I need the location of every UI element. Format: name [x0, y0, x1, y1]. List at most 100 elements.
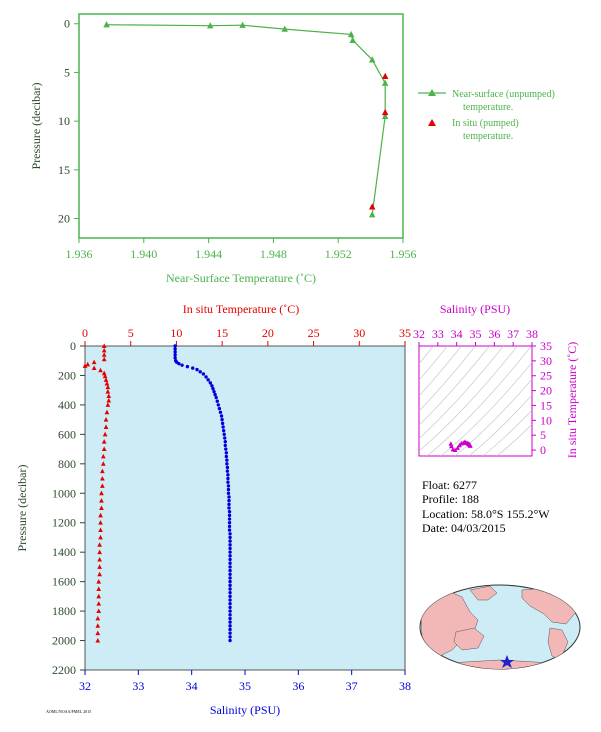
pressure-tick-label: 1400 [52, 545, 76, 559]
salinity-tick-label: 32 [79, 679, 91, 693]
ts-data [448, 439, 473, 453]
temperature-profile-point [82, 363, 88, 368]
salinity-profile-point [228, 594, 232, 599]
near-surface-y-tick-label: 0 [64, 17, 70, 31]
ts-temperature-axis-label: In situ Temperature (˚C) [565, 342, 579, 459]
salinity-profile-point [227, 528, 232, 532]
near-surface-axes: 1.936 1.940 1.944 1.948 1.952 1.956 0 5 10 15 20 [58, 17, 417, 261]
ts-salinity-tick-label: 32 [413, 327, 425, 341]
temperature-profile-point [99, 505, 104, 510]
temperature-profile-point [102, 431, 108, 437]
temperature-profile-point [105, 384, 111, 390]
near-surface-y-tick-label: 15 [58, 163, 70, 177]
salinity-profile-point [177, 361, 181, 366]
near-surface-x-axis-label: Near-Surface Temperature (˚C) [166, 271, 316, 285]
salinity-profile-point [220, 421, 225, 426]
salinity-profile-point [210, 384, 214, 388]
salinity-profile-point [228, 635, 232, 639]
ts-point [452, 447, 458, 453]
temperature-tick-label: 20 [262, 326, 274, 340]
unpumped-temperature-point [206, 22, 214, 29]
unpumped-temperature-point [239, 21, 246, 28]
pressure-tick-label: 2200 [52, 663, 76, 677]
salinity-profile-point [228, 557, 232, 562]
salinity-profile-point [198, 370, 202, 374]
float-info: Float: 6277 Profile: 188 Location: 58.0°… [422, 478, 550, 535]
isopycnal-line [419, 346, 490, 426]
near-surface-plot-frame [78, 13, 404, 239]
temperature-tick-label: 5 [128, 326, 134, 340]
salinity-profile-point [228, 609, 232, 613]
salinity-profile-point [226, 491, 231, 495]
salinity-profile-point [226, 476, 230, 481]
unpumped-temperature-point [103, 21, 110, 28]
legend-label-unpumped: Near-surface (unpumped) temperature. [452, 89, 557, 113]
salinity-profile-point [221, 425, 225, 429]
temperature-profile-point [96, 579, 102, 584]
unpumped-temperature-point [381, 112, 389, 119]
salinity-profile-point [226, 487, 231, 492]
salinity-profile-point [191, 366, 195, 370]
near-surface-temperature-panel: 1.936 1.940 1.944 1.948 1.952 1.956 0 5 10 15 20 N… [29, 13, 557, 285]
salinity-profile-point [220, 417, 224, 422]
profile-salinity-axis-label: Salinity (PSU) [210, 703, 280, 717]
salinity-profile-point [228, 638, 232, 643]
isopycnal-line [419, 346, 476, 412]
temperature-profile-point [96, 593, 102, 599]
unpumped-temperature-point [281, 25, 288, 32]
salinity-profile-point [224, 451, 229, 455]
salinity-profile-point [227, 517, 232, 521]
salinity-profile-point [214, 395, 218, 400]
pressure-tick-label: 0 [70, 339, 76, 353]
ts-salinity-tick-label: 36 [488, 327, 500, 341]
salinity-profile-point [227, 509, 232, 514]
ts-salinity-tick-label: 33 [432, 327, 444, 341]
ts-temperature-tick-label: 10 [540, 413, 552, 427]
salinity-profile-point [228, 590, 232, 595]
salinity-profile-point [173, 353, 177, 357]
temperature-profile-point [105, 402, 111, 407]
profile-axes: 0 5 10 15 20 25 30 35 32 33 34 35 36 37 38 0 200 400 600 80… [52, 326, 411, 693]
isopycnal-line [426, 346, 532, 456]
salinity-profile-point [228, 535, 232, 540]
salinity-profile-point [228, 616, 232, 621]
salinity-profile-point [228, 624, 232, 628]
salinity-profile-point [221, 428, 226, 433]
temperature-profile-point [95, 630, 101, 636]
salinity-profile-point [228, 543, 232, 547]
pressure-tick-label: 1800 [52, 604, 76, 618]
temperature-profile-point [97, 571, 102, 577]
temperature-profile-point [95, 615, 101, 621]
salinity-profile-point [228, 565, 232, 569]
ts-density-contours [419, 346, 532, 456]
temperature-profile-point [96, 601, 102, 606]
salinity-profile-point [223, 436, 227, 440]
temperature-tick-label: 30 [353, 326, 365, 340]
salinity-profile-point [228, 554, 232, 558]
salinity-profile-point [223, 440, 227, 444]
near-surface-x-tick-label: 1.948 [260, 247, 287, 261]
float-location-marker [500, 655, 514, 668]
temperature-profile-point [101, 356, 107, 362]
salinity-profile-point [222, 432, 226, 437]
salinity-tick-label: 38 [399, 679, 411, 693]
salinity-profile-point [228, 605, 232, 610]
temperature-profile-point [97, 556, 102, 562]
temperature-profile-point [100, 475, 105, 481]
temperature-profile-point [95, 637, 101, 643]
temperature-tick-label: 15 [216, 326, 228, 340]
salinity-profile-point [228, 532, 232, 536]
salinity-profile-point [228, 539, 232, 543]
temperature-profile-point [98, 527, 103, 533]
salinity-profile-point [206, 378, 210, 382]
isopycnal-line [440, 362, 532, 456]
ts-point [455, 445, 460, 450]
temperature-tick-label: 35 [399, 326, 411, 340]
salinity-profile-point [227, 495, 231, 499]
near-surface-y-axis-label: Pressure (decibar) [29, 83, 43, 170]
salinity-profile-point [225, 462, 229, 466]
ts-salinity-tick-label: 37 [507, 327, 519, 341]
pressure-tick-label: 400 [58, 398, 76, 412]
salinity-profile-point [227, 524, 232, 529]
salinity-profile-point [224, 454, 229, 459]
